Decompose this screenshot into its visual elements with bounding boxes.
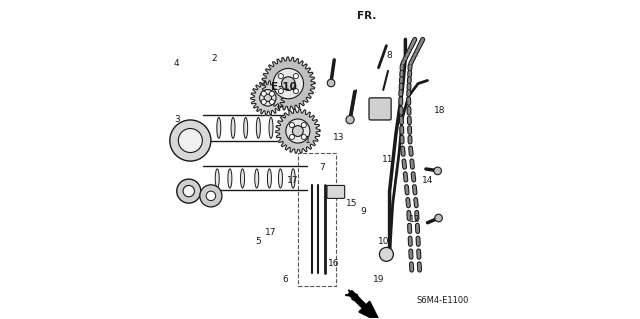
Ellipse shape (215, 169, 220, 188)
Circle shape (170, 120, 211, 161)
Circle shape (293, 74, 298, 78)
Circle shape (289, 122, 294, 128)
Polygon shape (276, 109, 320, 153)
Circle shape (289, 134, 294, 139)
Ellipse shape (282, 117, 285, 138)
Text: 2: 2 (212, 54, 217, 63)
Polygon shape (251, 81, 285, 115)
Circle shape (261, 100, 266, 104)
Ellipse shape (231, 117, 235, 138)
Circle shape (286, 119, 310, 143)
Text: 16: 16 (328, 259, 339, 268)
Circle shape (269, 100, 275, 104)
Circle shape (183, 185, 195, 197)
Circle shape (177, 179, 201, 203)
Text: 15: 15 (346, 199, 357, 208)
Text: 19: 19 (372, 275, 384, 284)
FancyBboxPatch shape (369, 98, 391, 120)
Ellipse shape (269, 117, 273, 138)
Ellipse shape (257, 117, 260, 138)
Circle shape (435, 214, 442, 222)
Text: 3: 3 (174, 115, 180, 124)
Ellipse shape (278, 169, 282, 188)
Text: 5: 5 (255, 237, 260, 246)
Text: E-10: E-10 (271, 82, 296, 92)
Text: 1: 1 (305, 136, 311, 145)
Circle shape (261, 91, 266, 96)
Circle shape (264, 94, 271, 101)
Text: 10: 10 (378, 237, 389, 246)
Circle shape (278, 89, 284, 94)
Circle shape (292, 126, 303, 137)
FancyBboxPatch shape (327, 185, 345, 198)
Ellipse shape (268, 169, 271, 188)
Circle shape (282, 77, 295, 91)
Circle shape (301, 134, 307, 139)
Ellipse shape (217, 117, 221, 138)
Circle shape (327, 79, 335, 87)
Text: S6M4-E1100: S6M4-E1100 (416, 296, 468, 305)
Ellipse shape (241, 169, 244, 188)
Circle shape (278, 74, 284, 78)
Text: 12: 12 (409, 215, 420, 224)
Ellipse shape (291, 169, 295, 188)
Circle shape (380, 248, 394, 261)
Circle shape (434, 167, 442, 175)
Circle shape (346, 115, 354, 124)
Text: 11: 11 (382, 155, 394, 164)
Ellipse shape (294, 117, 298, 138)
Text: 18: 18 (434, 106, 445, 115)
Text: 14: 14 (422, 175, 433, 185)
Circle shape (269, 91, 275, 96)
Text: 17: 17 (265, 228, 276, 237)
FancyArrow shape (348, 291, 380, 319)
Text: 13: 13 (333, 133, 345, 143)
Text: 7: 7 (319, 163, 324, 172)
Circle shape (301, 122, 307, 128)
Circle shape (273, 69, 303, 99)
Circle shape (293, 89, 298, 94)
Circle shape (179, 129, 202, 152)
Circle shape (260, 90, 276, 106)
Ellipse shape (228, 169, 232, 188)
Text: 9: 9 (361, 207, 367, 216)
Text: 8: 8 (387, 51, 392, 60)
Circle shape (200, 185, 222, 207)
Ellipse shape (244, 117, 248, 138)
Ellipse shape (255, 169, 259, 188)
Text: 4: 4 (173, 59, 179, 68)
Circle shape (206, 191, 216, 201)
Text: 17: 17 (287, 175, 299, 185)
Polygon shape (262, 57, 315, 110)
Text: 6: 6 (282, 275, 288, 284)
Text: FR.: FR. (357, 11, 376, 21)
